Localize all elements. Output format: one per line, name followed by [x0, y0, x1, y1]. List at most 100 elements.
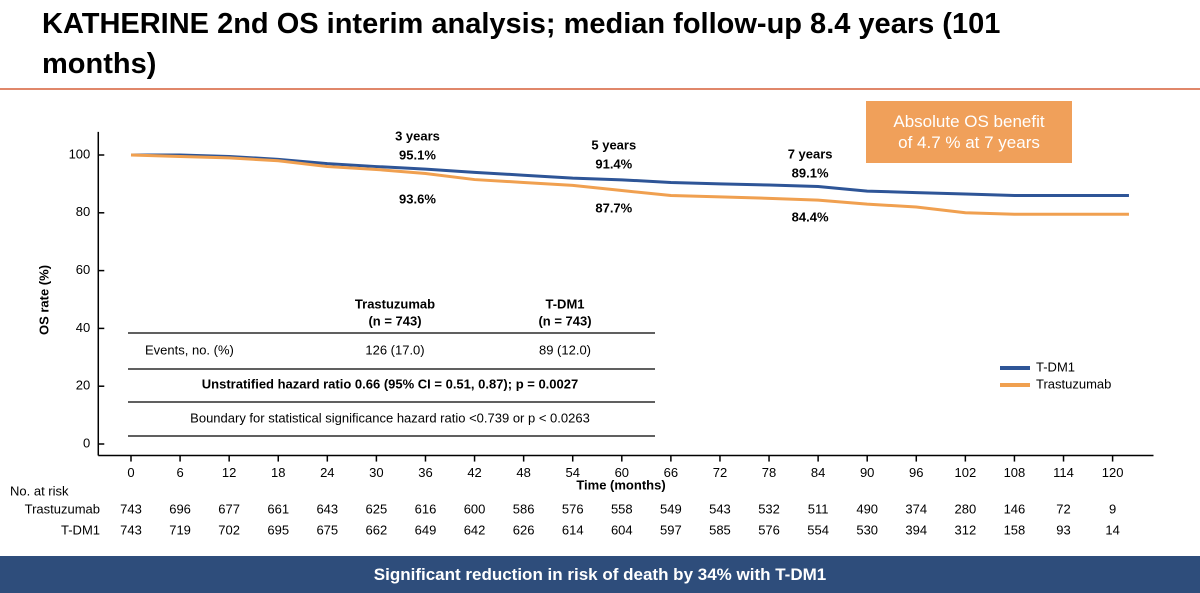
callout: Absolute OS benefit of 4.7 % at 7 years — [866, 101, 1072, 163]
risk-count: 662 — [366, 522, 388, 537]
risk-count: 576 — [562, 501, 584, 516]
x-tick-label: 12 — [222, 465, 236, 480]
x-tick-label: 84 — [811, 465, 825, 480]
slide-title: KATHERINE 2nd OS interim analysis; media… — [42, 8, 1001, 80]
x-tick-label: 48 — [516, 465, 530, 480]
risk-row-label: Trastuzumab — [25, 501, 100, 516]
table-header: (n = 743) — [368, 313, 421, 328]
risk-count: 702 — [218, 522, 240, 537]
footer-banner: Significant reduction in risk of death b… — [0, 556, 1200, 593]
table-cell: 126 (17.0) — [365, 342, 424, 357]
risk-count: 9 — [1109, 501, 1116, 516]
survival-line — [130, 153, 1129, 216]
x-tick-label: 60 — [615, 465, 629, 480]
risk-count: 743 — [120, 501, 142, 516]
risk-count: 614 — [562, 522, 584, 537]
table-header: T-DM1 — [546, 296, 585, 311]
risk-count: 643 — [316, 501, 338, 516]
risk-count: 511 — [808, 501, 829, 516]
table-cell: Unstratified hazard ratio 0.66 (95% CI =… — [202, 376, 578, 391]
x-tick-label: 72 — [713, 465, 727, 480]
risk-count: 576 — [758, 522, 780, 537]
annotation-value: 93.6% — [399, 191, 436, 206]
annotation-value: 84.4% — [792, 209, 829, 224]
table-cell: Boundary for statistical significance ha… — [190, 410, 590, 425]
risk-count: 661 — [267, 501, 289, 516]
table-header: Trastuzumab — [355, 296, 435, 311]
x-tick-label: 78 — [762, 465, 776, 480]
x-tick-label: 96 — [909, 465, 923, 480]
table-header: (n = 743) — [538, 313, 591, 328]
risk-count: 394 — [905, 522, 927, 537]
y-tick-label: 40 — [76, 320, 90, 335]
y-tick-label: 100 — [69, 146, 91, 161]
risk-count: 626 — [513, 522, 535, 537]
risk-count: 312 — [955, 522, 977, 537]
x-tick-label: 120 — [1102, 465, 1124, 480]
y-axis-label: OS rate (%) — [36, 265, 51, 335]
risk-count: 649 — [415, 522, 437, 537]
risk-count: 719 — [169, 522, 191, 537]
risk-count: 14 — [1105, 522, 1119, 537]
legend-label: Trastuzumab — [1036, 376, 1111, 391]
risk-count: 675 — [316, 522, 338, 537]
x-tick-label: 102 — [955, 465, 977, 480]
risk-count: 616 — [415, 501, 437, 516]
risk-count: 374 — [905, 501, 927, 516]
risk-count: 600 — [464, 501, 486, 516]
risk-count: 158 — [1004, 522, 1026, 537]
risk-count: 280 — [955, 501, 977, 516]
x-tick-label: 0 — [127, 465, 134, 480]
risk-count: 625 — [366, 501, 388, 516]
y-tick-label: 0 — [83, 435, 90, 450]
risk-count: 696 — [169, 501, 191, 516]
x-tick-label: 66 — [664, 465, 678, 480]
title-rule — [0, 88, 1200, 90]
y-tick-label: 20 — [76, 378, 90, 393]
x-tick-label: 36 — [418, 465, 432, 480]
x-tick-label: 114 — [1053, 465, 1074, 480]
risk-count: 586 — [513, 501, 535, 516]
risk-count: 554 — [807, 522, 829, 537]
risk-count: 549 — [660, 501, 682, 516]
annotation-value: 89.1% — [792, 165, 829, 180]
risk-count: 532 — [758, 501, 780, 516]
risk-count: 530 — [856, 522, 878, 537]
y-tick-label: 80 — [76, 204, 90, 219]
annotation-label: 3 years — [395, 128, 440, 143]
risk-count: 677 — [218, 501, 240, 516]
annotation-label: 7 years — [788, 146, 833, 161]
risk-count: 642 — [464, 522, 486, 537]
annotation-value: 95.1% — [399, 147, 436, 162]
risk-count: 490 — [856, 501, 878, 516]
legend-label: T-DM1 — [1036, 359, 1075, 374]
risk-count: 146 — [1004, 501, 1026, 516]
chart: OS rate (%) Time (months) 0 20 40 60 80 100 0 6… — [10, 128, 1154, 537]
risk-row-label: T-DM1 — [61, 522, 100, 537]
x-tick-label: 6 — [176, 465, 183, 480]
risk-count: 597 — [660, 522, 682, 537]
x-tick-label: 90 — [860, 465, 874, 480]
x-tick-label: 30 — [369, 465, 383, 480]
x-tick-label: 42 — [467, 465, 481, 480]
y-tick-label: 60 — [76, 262, 90, 277]
x-tick-label: 54 — [565, 465, 579, 480]
risk-count: 543 — [709, 501, 731, 516]
x-axis-label: Time (months) — [576, 477, 665, 492]
risk-title: No. at risk — [10, 483, 69, 498]
risk-count: 743 — [120, 522, 142, 537]
x-tick-label: 18 — [271, 465, 285, 480]
annotation-value: 87.7% — [595, 200, 632, 215]
x-tick-label: 24 — [320, 465, 334, 480]
risk-count: 585 — [709, 522, 731, 537]
risk-count: 558 — [611, 501, 633, 516]
annotation-label: 5 years — [591, 137, 636, 152]
table-cell: Events, no. (%) — [145, 342, 234, 357]
x-tick-label: 108 — [1004, 465, 1026, 480]
annotation-value: 91.4% — [595, 156, 632, 171]
risk-count: 695 — [267, 522, 289, 537]
table-cell: 89 (12.0) — [539, 342, 591, 357]
risk-count: 604 — [611, 522, 633, 537]
survival-line — [131, 153, 1129, 197]
